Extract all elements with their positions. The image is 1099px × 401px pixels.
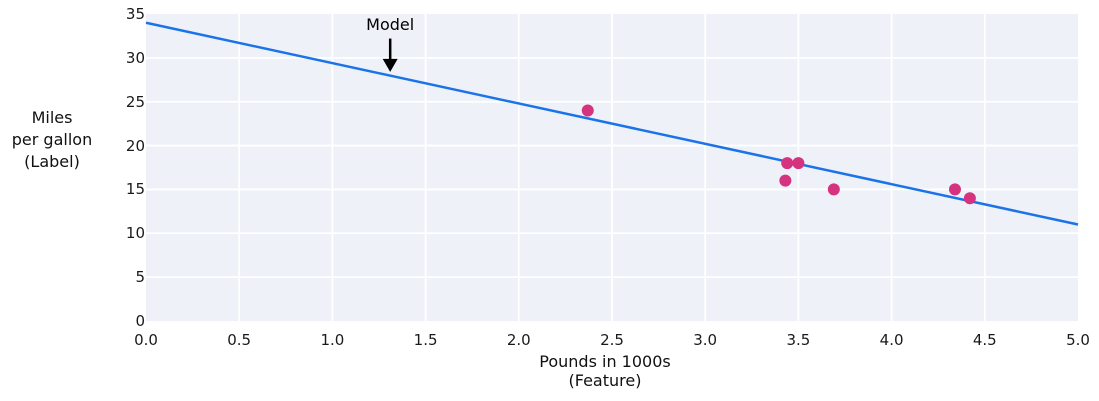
annotation-arrow-head: [382, 58, 398, 72]
x-tick-label: 1.5: [413, 331, 438, 349]
y-tick-label: 15: [125, 180, 145, 199]
data-point: [581, 104, 594, 117]
y-tick-label: 5: [135, 268, 145, 287]
x-axis-label: Pounds in 1000s (Feature): [495, 352, 715, 390]
data-point: [963, 192, 976, 205]
x-tick-label: 4.0: [879, 331, 904, 349]
y-tick-label: 30: [125, 48, 145, 67]
y-tick-label: 35: [125, 5, 145, 23]
x-tick-label: 1.0: [320, 331, 345, 349]
y-tick-label: 10: [125, 224, 145, 243]
y-axis-label-line: (Label): [24, 152, 80, 171]
y-tick-label: 0: [135, 312, 145, 330]
data-point: [948, 183, 961, 196]
x-tick-label: 0.5: [227, 331, 252, 349]
x-tick-label: 0.0: [134, 331, 158, 349]
data-point: [781, 157, 794, 170]
x-axis-label-line: (Feature): [568, 371, 642, 390]
y-tick-label: 20: [125, 136, 145, 155]
y-axis-label: Miles per gallon (Label): [6, 107, 98, 173]
x-tick-label: 2.0: [506, 331, 531, 349]
y-axis-label-line: per gallon: [11, 130, 93, 149]
data-point: [779, 174, 792, 187]
x-tick-label: 3.5: [786, 331, 811, 349]
x-tick-label: 4.5: [972, 331, 997, 349]
model-line: [145, 21, 1079, 226]
data-point: [792, 157, 805, 170]
x-axis-label-line: Pounds in 1000s: [539, 352, 671, 371]
data-point: [827, 183, 840, 196]
y-tick-label: 25: [125, 92, 145, 111]
x-tick-label: 3.0: [693, 331, 718, 349]
y-axis-label-line: Miles: [31, 108, 73, 127]
x-tick-label: 2.5: [600, 331, 624, 349]
x-tick-label: 5.0: [1066, 331, 1090, 349]
model-annotation-label: Model: [366, 15, 415, 35]
